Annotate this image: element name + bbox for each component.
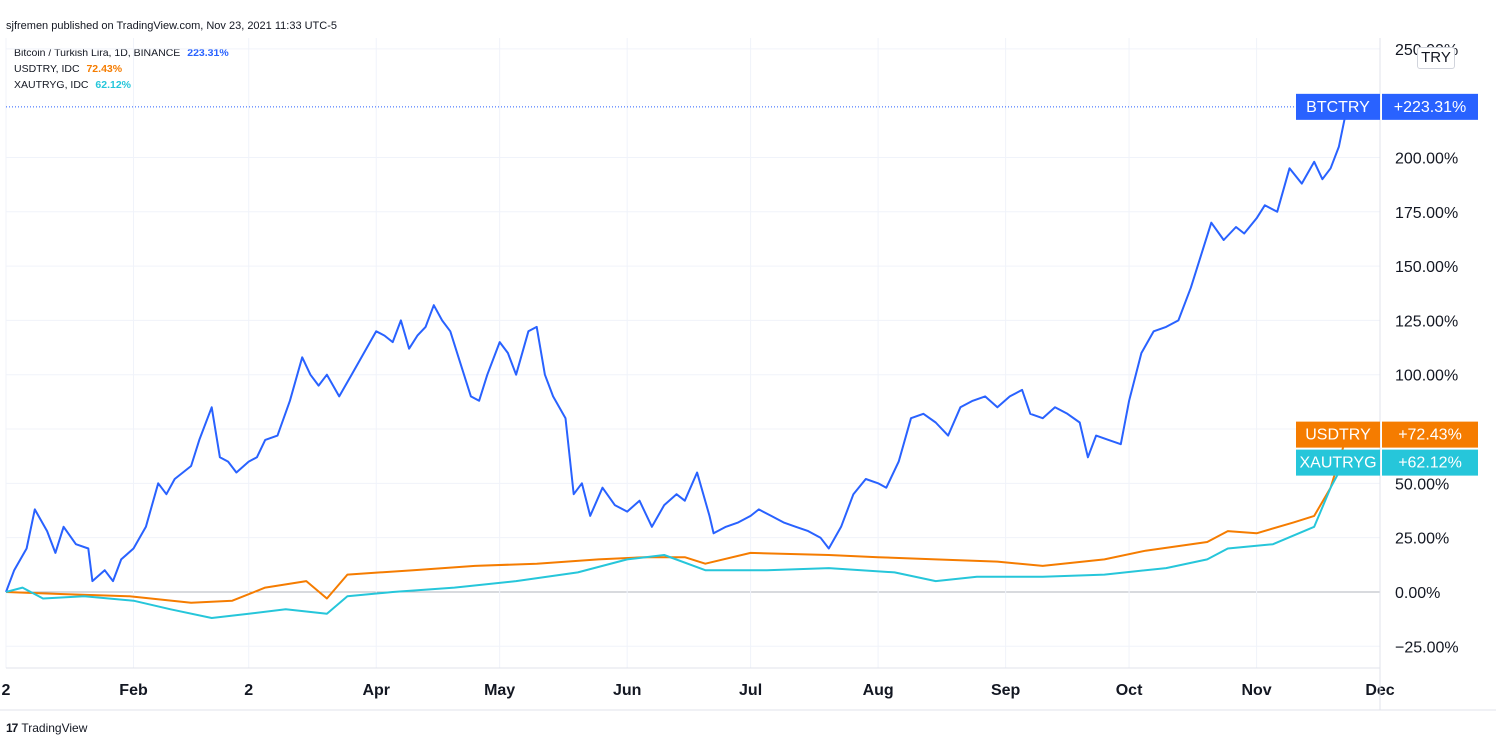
series-badge-usdtry [1296, 421, 1380, 448]
series-badge-name-btctry: BTCTRY [1306, 99, 1370, 116]
y-tick-label: 0.00% [1395, 585, 1440, 602]
x-tick-label: Nov [1241, 682, 1271, 699]
series-value-badge-btctry [1382, 93, 1478, 120]
y-tick-label: 100.00% [1395, 368, 1458, 385]
legend-value-usd: 72.43% [86, 63, 123, 75]
x-tick-label: Jul [739, 682, 762, 699]
y-tick-label: −25.00% [1395, 639, 1459, 656]
series-value-label-xautryg: +62.12% [1398, 455, 1462, 472]
x-tick-label: Jun [613, 682, 641, 699]
series-value-badge-usdtry [1382, 421, 1478, 448]
series-layer [5, 106, 1380, 619]
series-badge-name-xautryg: XAUTRYG [1299, 455, 1376, 472]
footer-brand: TradingView [21, 721, 88, 735]
legend-item-btc[interactable]: Bitcoin / Turkish Lira, 1D, BINANCE 223.… [14, 45, 229, 61]
series-badge-btctry [1296, 93, 1380, 120]
x-tick-label: 2 [244, 682, 253, 699]
grid-layer [5, 38, 1381, 668]
y-tick-label: 200.00% [1395, 150, 1458, 167]
y-tick-label: 150.00% [1395, 259, 1458, 276]
y-tick-label: 50.00% [1395, 476, 1449, 493]
series-line-btctry [5, 106, 1349, 593]
series-value-label-btctry: +223.31% [1394, 99, 1467, 116]
legend-label-btc: Bitcoin / Turkish Lira, 1D, BINANCE [14, 47, 181, 59]
legend-item-xau[interactable]: XAUTRYG, IDC 62.12% [14, 77, 229, 93]
currency-label[interactable]: TRY [1417, 47, 1455, 69]
y-tick-label: 125.00% [1395, 313, 1458, 330]
legend-label-usd: USDTRY, IDC [14, 63, 80, 75]
x-tick-label: Sep [991, 682, 1021, 699]
chart-legend: Bitcoin / Turkish Lira, 1D, BINANCE 223.… [14, 45, 229, 93]
footer-brand-block: 17 TradingView [6, 721, 87, 735]
x-tick-label: Apr [362, 682, 390, 699]
y-tick-label: 25.00% [1395, 531, 1449, 548]
x-tick-label: Feb [119, 682, 148, 699]
series-value-label-usdtry: +72.43% [1398, 427, 1462, 444]
publisher-line: sjfremen published on TradingView.com, N… [6, 20, 337, 32]
x-tick-label: May [484, 682, 515, 699]
x-tick-label: Oct [1116, 682, 1143, 699]
series-value-badge-xautryg [1382, 449, 1478, 476]
legend-label-xau: XAUTRYG, IDC [14, 79, 89, 91]
x-tick-label: Aug [863, 682, 894, 699]
legend-value-btc: 223.31% [187, 47, 229, 59]
badge-layer: BTCTRY +223.31% USDTRY +72.43% XAUTRYG +62.12… [1296, 93, 1478, 476]
axis-layer: −25.00%0.00%25.00%50.00%75.00%100.00%125… [0, 38, 1496, 711]
series-line-xautryg [5, 456, 1348, 619]
x-tick-label: 2 [2, 682, 11, 699]
series-badge-xautryg [1296, 449, 1380, 476]
tradingview-logo-icon: 17 [6, 721, 18, 735]
y-tick-label: 175.00% [1395, 205, 1458, 222]
series-badge-name-usdtry: USDTRY [1305, 427, 1371, 444]
series-line-usdtry [5, 434, 1349, 604]
legend-item-usd[interactable]: USDTRY, IDC 72.43% [14, 61, 229, 77]
legend-value-xau: 62.12% [95, 79, 132, 91]
